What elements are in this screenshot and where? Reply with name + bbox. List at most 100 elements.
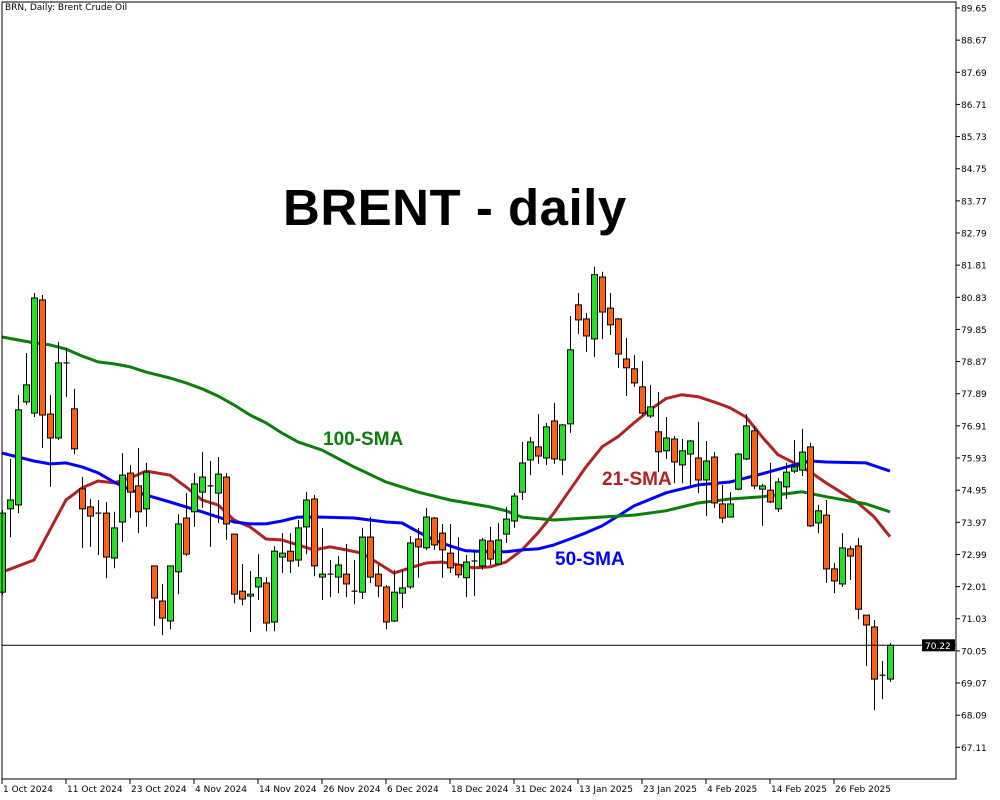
- x-tick-label: 13 Jan 2025: [579, 785, 633, 795]
- candle-body-bull: [567, 349, 574, 425]
- candle-body-bull: [479, 539, 486, 567]
- candle: [863, 614, 870, 666]
- y-tick-label: 72.99: [961, 551, 987, 561]
- candle: [391, 569, 398, 623]
- candle-body-bear: [823, 514, 830, 570]
- candle-body-bull: [0, 512, 6, 593]
- candle: [135, 447, 142, 534]
- candle: [775, 478, 782, 513]
- candle-body-bear: [151, 565, 158, 599]
- candle: [503, 506, 510, 543]
- candle-body-bull: [527, 441, 534, 461]
- candle-body-bull: [119, 474, 126, 523]
- candle-body-bear: [343, 573, 350, 585]
- y-tick-label: 74.95: [961, 487, 987, 497]
- candle: [247, 571, 254, 633]
- plot-border: [1, 1, 957, 780]
- y-tick-label: 70.05: [961, 647, 987, 657]
- candle-body-bear: [631, 368, 638, 384]
- candle: [527, 437, 534, 476]
- candle-body-bear: [863, 614, 870, 626]
- candle: [87, 499, 94, 547]
- candle: [647, 384, 654, 418]
- candle: [15, 395, 22, 514]
- candle-body-bull: [7, 499, 14, 510]
- candle: [415, 527, 422, 578]
- candle-body-bull: [887, 644, 894, 680]
- candle-body-bull: [23, 384, 30, 403]
- candle: [191, 473, 198, 527]
- candle-body-bear: [311, 498, 318, 567]
- candle: [687, 439, 694, 487]
- candle-body-bull: [359, 536, 366, 593]
- candle: [95, 500, 102, 556]
- candle-body-bear: [855, 545, 862, 610]
- candle: [63, 347, 70, 398]
- candle-body-bear: [623, 358, 630, 369]
- candle-body-bull: [783, 471, 790, 488]
- candle-body-bull: [175, 523, 182, 573]
- candle: [567, 315, 574, 433]
- candle-body-bear: [39, 299, 46, 416]
- candle-body-bear: [655, 431, 662, 453]
- candle: [327, 560, 334, 598]
- candle-body-bear: [767, 489, 774, 503]
- candle: [175, 514, 182, 595]
- candle-body-bull: [735, 453, 742, 490]
- current-price-tag: [922, 639, 955, 652]
- sma-line-100-sma: [1, 335, 891, 522]
- candle-body-bull: [199, 476, 206, 493]
- candle-body-bull: [319, 573, 326, 578]
- candle: [487, 526, 494, 565]
- candle-body-bull: [111, 527, 118, 559]
- candle: [199, 452, 206, 508]
- candle: [591, 266, 598, 357]
- y-tick-label: 89.65: [961, 5, 987, 15]
- y-tick-label: 86.71: [961, 101, 987, 111]
- y-tick-label: 79.85: [961, 326, 987, 336]
- candle-body-bull: [663, 437, 670, 452]
- candle-body-bear: [367, 536, 374, 578]
- candle: [879, 661, 886, 700]
- candle: [735, 453, 742, 491]
- y-tick-label: 88.67: [961, 37, 987, 47]
- candle-body-bear: [287, 550, 294, 562]
- candle: [375, 564, 382, 598]
- candle: [383, 584, 390, 630]
- candle: [0, 509, 6, 596]
- candle: [127, 464, 134, 519]
- candle: [55, 341, 62, 440]
- candle: [183, 493, 190, 557]
- x-tick-label: 26 Nov 2024: [323, 785, 381, 795]
- candle: [287, 533, 294, 573]
- candle: [479, 538, 486, 570]
- candle-body-bull: [407, 542, 414, 588]
- candle: [31, 293, 38, 418]
- candle-body-bear: [127, 472, 134, 493]
- candle-body-bull: [271, 550, 278, 623]
- candle-body-bull: [191, 483, 198, 513]
- x-tick-label: 4 Feb 2025: [707, 785, 757, 795]
- candle: [551, 402, 558, 464]
- candle: [543, 422, 550, 465]
- candle-body-bull: [687, 440, 694, 455]
- candle: [399, 569, 406, 609]
- chart-frame: 70.22: [1, 1, 957, 780]
- candle: [223, 473, 230, 540]
- candle: [463, 555, 470, 598]
- candle-body-bear: [439, 532, 446, 551]
- x-tick-label: 1 Oct 2024: [3, 785, 53, 795]
- candle: [815, 504, 822, 534]
- candle: [447, 523, 454, 573]
- candle-body-bull: [143, 471, 150, 510]
- candle: [159, 583, 166, 636]
- candle-body-bear: [103, 512, 110, 558]
- candle: [535, 414, 542, 464]
- candle: [151, 565, 158, 626]
- candle: [623, 337, 630, 397]
- candle-body-bull: [399, 587, 406, 594]
- candle-body-bull: [255, 577, 262, 588]
- candle-body-bull: [423, 516, 430, 549]
- candle: [855, 538, 862, 620]
